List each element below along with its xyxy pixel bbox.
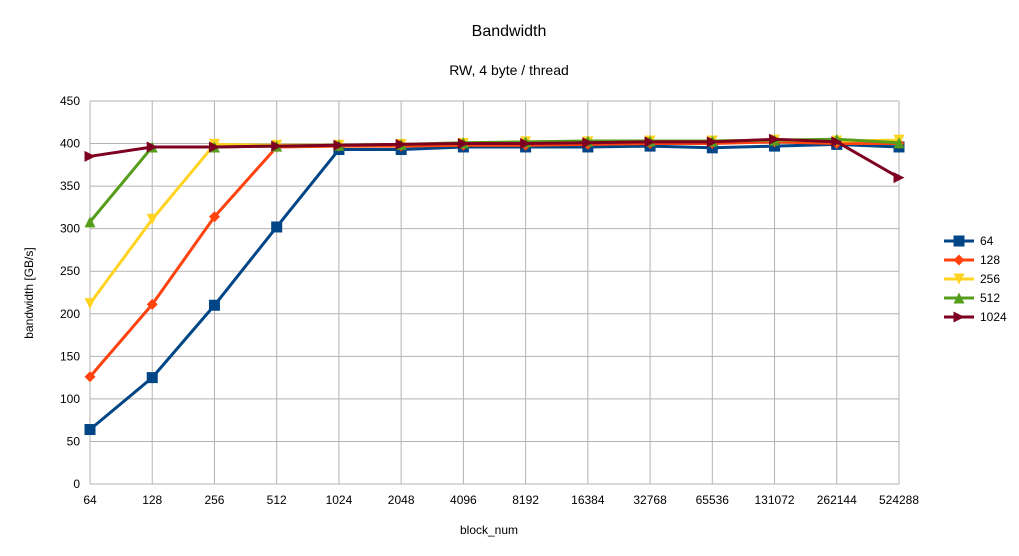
y-tick-label: 0: [73, 477, 80, 491]
y-tick-label: 450: [60, 94, 80, 108]
legend-item-128: 128: [944, 253, 1000, 267]
data-point: [395, 138, 407, 150]
legend-item-1024: 1024: [944, 310, 1007, 324]
data-point: [84, 424, 96, 436]
data-point: [769, 133, 781, 145]
series-group: [84, 133, 905, 436]
data-point: [84, 371, 96, 383]
data-point: [208, 299, 220, 311]
y-tick-label: 100: [60, 392, 80, 406]
x-tick-label: 2048: [388, 493, 415, 507]
data-point: [271, 140, 283, 152]
y-tick-label: 400: [60, 137, 80, 151]
x-tick-label: 256: [204, 493, 224, 507]
series-256: [84, 134, 905, 310]
legend: 64 128 256 512 1024: [944, 234, 1007, 324]
data-point: [953, 254, 965, 266]
x-tick-label: 65536: [696, 493, 730, 507]
y-tick-label: 250: [60, 264, 80, 278]
data-point: [146, 298, 158, 310]
y-tick-label: 350: [60, 179, 80, 193]
data-point: [893, 172, 905, 184]
series-1024: [84, 133, 905, 184]
data-point: [333, 139, 345, 151]
data-point: [953, 292, 965, 304]
y-tick-label: 300: [60, 222, 80, 236]
data-point: [831, 136, 843, 148]
data-point: [208, 211, 220, 223]
x-tick-labels: 64 128 256 512 1024 2048 4096 8192 16384 32768 655…: [83, 493, 919, 507]
chart-title: Bandwidth: [472, 23, 547, 40]
series-line: [88, 140, 899, 378]
data-point: [644, 136, 656, 148]
x-tick-label: 1024: [326, 493, 353, 507]
legend-label: 128: [980, 253, 1000, 267]
data-point: [271, 221, 283, 233]
data-point: [84, 298, 96, 310]
data-point: [706, 136, 718, 148]
data-point: [893, 137, 905, 149]
y-tick-label: 150: [60, 349, 80, 363]
legend-label: 1024: [980, 310, 1007, 324]
data-point: [146, 141, 158, 153]
legend-label: 512: [980, 291, 1000, 305]
x-tick-label: 32768: [633, 493, 667, 507]
data-point: [953, 235, 965, 247]
x-tick-label: 524288: [879, 493, 919, 507]
x-tick-label: 262144: [817, 493, 857, 507]
legend-label: 64: [980, 234, 994, 248]
y-axis-label: bandwidth [GB/s]: [22, 247, 36, 338]
data-point: [953, 273, 965, 285]
x-tick-label: 128: [142, 493, 162, 507]
data-point: [520, 138, 532, 150]
x-tick-label: 131072: [755, 493, 795, 507]
legend-label: 256: [980, 272, 1000, 286]
data-point: [457, 138, 469, 150]
data-point: [208, 141, 220, 153]
x-tick-label: 8192: [512, 493, 539, 507]
x-tick-label: 16384: [571, 493, 605, 507]
series-line: [89, 137, 900, 179]
data-point: [84, 150, 96, 162]
data-point: [146, 213, 158, 225]
x-tick-label: 512: [267, 493, 287, 507]
data-point: [84, 216, 96, 228]
series-128: [84, 136, 905, 383]
legend-item-64: 64: [944, 234, 994, 248]
grid-lines: [89, 100, 900, 485]
data-point: [953, 311, 965, 323]
y-tick-label: 50: [67, 434, 81, 448]
chart-subtitle: RW, 4 byte / thread: [449, 62, 569, 78]
y-tick-label: 200: [60, 307, 80, 321]
series-64: [84, 138, 905, 436]
y-tick-labels: 0 50 100 150 200 250 300 350 400 450: [60, 94, 80, 491]
data-point: [582, 137, 594, 149]
series-line: [89, 142, 900, 431]
legend-item-512: 512: [944, 291, 1000, 305]
x-axis-label: block_num: [460, 523, 518, 537]
legend-item-256: 256: [944, 272, 1000, 286]
x-tick-label: 64: [83, 493, 97, 507]
x-tick-label: 4096: [450, 493, 477, 507]
data-point: [146, 372, 158, 384]
